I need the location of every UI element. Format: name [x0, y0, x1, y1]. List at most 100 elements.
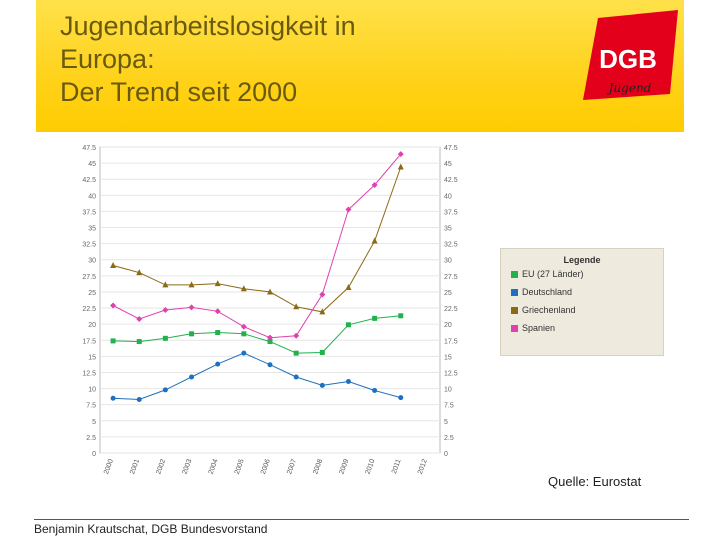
- legend-label: Spanien: [522, 323, 556, 333]
- data-point: [267, 339, 273, 345]
- legend-swatch: [511, 324, 518, 332]
- data-point: [214, 308, 221, 315]
- y-tick-label-left: 35: [88, 226, 96, 233]
- data-point: [136, 397, 142, 403]
- data-point: [188, 281, 195, 288]
- data-point: [241, 331, 247, 337]
- data-point: [397, 151, 404, 158]
- data-point: [319, 382, 325, 388]
- data-point: [397, 163, 404, 170]
- slide-title-line-1: Jugendarbeitslosigkeit in: [60, 11, 356, 41]
- data-point: [162, 306, 169, 313]
- y-tick-label-left: 10: [88, 387, 96, 394]
- legend-label: EU (27 Länder): [522, 269, 584, 279]
- x-tick-label: 2010: [365, 458, 377, 475]
- y-tick-label-right: 22.5: [444, 306, 458, 313]
- data-point: [398, 395, 404, 401]
- legend-item: EU (27 Länder): [501, 265, 663, 283]
- series-line: [112, 153, 402, 339]
- chart-legend: Legende EU (27 Länder) Deutschland Grieche…: [500, 248, 664, 356]
- data-point: [215, 330, 221, 336]
- x-tick-label: 2003: [182, 458, 194, 475]
- x-tick-label: 2005: [234, 458, 246, 475]
- y-tick-label-right: 47.5: [444, 145, 458, 152]
- y-tick-label-left: 22.5: [82, 306, 96, 313]
- y-tick-label-right: 42.5: [444, 177, 458, 184]
- logo-subtext: Jugend: [606, 81, 652, 95]
- data-point: [267, 362, 273, 368]
- data-point: [293, 332, 300, 339]
- data-point: [162, 335, 168, 341]
- y-tick-label-right: 40: [444, 193, 452, 200]
- source-note: Quelle: Eurostat: [548, 474, 642, 489]
- data-point: [136, 316, 143, 323]
- y-tick-label-right: 17.5: [444, 338, 458, 345]
- y-tick-label-right: 27.5: [444, 274, 458, 281]
- data-point: [241, 350, 247, 356]
- legend-label: Griechenland: [522, 305, 576, 315]
- data-point: [345, 322, 351, 328]
- data-point: [162, 281, 169, 288]
- x-tick-label: 2006: [260, 458, 272, 475]
- data-point: [214, 280, 221, 287]
- data-point: [345, 378, 351, 384]
- y-tick-label-left: 0: [92, 451, 96, 458]
- x-tick-label: 2007: [286, 458, 298, 475]
- x-tick-label: 2001: [129, 458, 141, 475]
- y-tick-label-right: 15: [444, 354, 452, 361]
- y-tick-label-right: 32.5: [444, 242, 458, 249]
- dgb-jugend-logo: DGB Jugend: [583, 10, 678, 100]
- x-tick-label: 2008: [312, 458, 324, 475]
- data-point: [293, 350, 299, 356]
- data-point: [371, 182, 378, 189]
- y-tick-label-left: 25: [88, 290, 96, 297]
- y-tick-label-left: 20: [88, 322, 96, 329]
- logo-text: DGB: [599, 44, 657, 74]
- data-point: [319, 308, 326, 315]
- data-point: [136, 339, 142, 345]
- data-point: [162, 387, 168, 393]
- data-point: [188, 304, 195, 311]
- line-chart: 0 2.5 5 7.5 10 12.5 15 17.5 20 22.5 25 27.5 30 32.5 35…: [82, 145, 458, 475]
- y-tick-label-left: 2.5: [86, 435, 96, 442]
- series-line: [113, 352, 401, 401]
- data-point: [293, 374, 299, 380]
- data-point: [372, 388, 378, 394]
- plot-area: [99, 146, 441, 454]
- data-point: [215, 361, 221, 367]
- x-tick-label: 2004: [208, 458, 220, 475]
- y-tick-label-left: 40: [88, 193, 96, 200]
- x-tick-label: 2002: [155, 458, 167, 475]
- legend-item: Deutschland: [501, 283, 663, 301]
- y-tick-label-left: 42.5: [82, 177, 96, 184]
- y-tick-label-right: 7.5: [444, 403, 454, 410]
- slide-title-line-3: Der Trend seit 2000: [60, 77, 298, 107]
- data-point: [110, 262, 117, 269]
- data-point: [240, 323, 247, 330]
- data-point: [319, 350, 325, 356]
- y-tick-label-right: 10: [444, 387, 452, 394]
- title-banner: [36, 0, 684, 132]
- legend-label: Deutschland: [522, 287, 573, 297]
- y-tick-label-left: 45: [88, 161, 96, 168]
- y-tick-label-right: 0: [444, 451, 448, 458]
- data-point: [189, 374, 195, 380]
- x-tick-label: 2012: [417, 458, 429, 475]
- footer-divider: [34, 519, 689, 520]
- y-tick-label-right: 30: [444, 258, 452, 265]
- y-tick-label-right: 20: [444, 322, 452, 329]
- y-tick-label-left: 30: [88, 258, 96, 265]
- series-line: [113, 315, 401, 354]
- y-tick-label-left: 47.5: [82, 145, 96, 152]
- slide-title: Jugendarbeitslosigkeit in Europa: Der Tr…: [60, 10, 356, 109]
- data-point: [136, 269, 143, 276]
- data-point: [189, 331, 195, 337]
- y-tick-label-left: 17.5: [82, 338, 96, 345]
- y-tick-label-right: 12.5: [444, 370, 458, 377]
- legend-title: Legende: [563, 255, 601, 265]
- data-point: [345, 283, 352, 290]
- y-tick-label-right: 45: [444, 161, 452, 168]
- x-tick-label: 2000: [103, 458, 115, 475]
- y-tick-label-left: 37.5: [82, 209, 96, 216]
- y-tick-label-right: 35: [444, 226, 452, 233]
